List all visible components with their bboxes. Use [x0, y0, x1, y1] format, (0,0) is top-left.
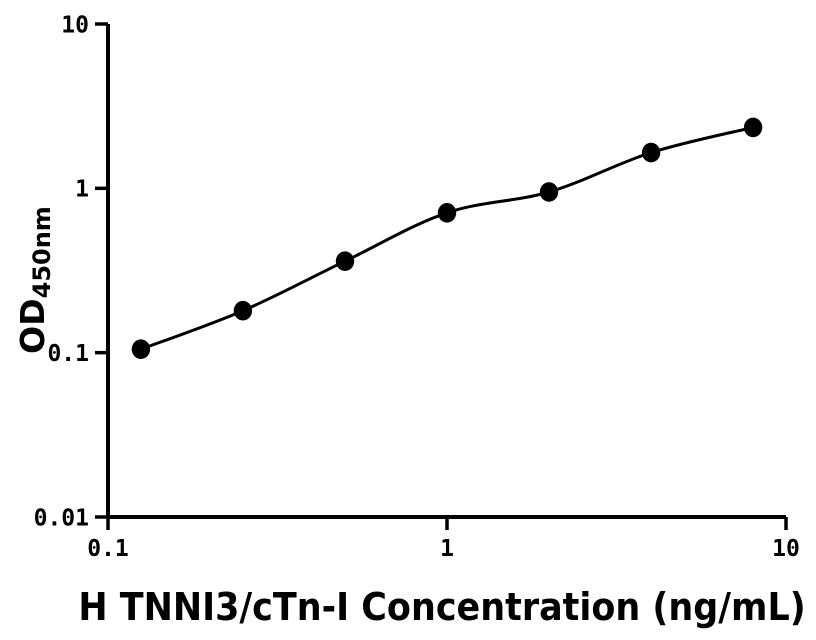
y-tick-label: 0.1 — [47, 341, 89, 367]
y-axis-title-main: OD — [13, 298, 52, 353]
y-axis-title-subscript: 450nm — [28, 206, 56, 298]
fit-curve — [140, 125, 754, 351]
x-axis-title: H TNNI3/cTn-I Concentration (ng/mL) — [78, 585, 805, 630]
data-point — [437, 203, 457, 223]
data-point — [233, 300, 253, 321]
data-point — [131, 339, 151, 360]
y-tick-label: 1 — [75, 177, 89, 203]
x-tick-label: 1 — [440, 536, 454, 562]
data-point — [539, 182, 559, 202]
x-tick-label: 0.1 — [87, 536, 129, 562]
y-tick-label: 0.01 — [34, 505, 89, 531]
plot-layer: 0.01 0.1 1 10 0.1 1 10 — [34, 12, 800, 562]
y-tick-label: 10 — [61, 12, 89, 38]
y-axis-title: OD450nm — [13, 206, 56, 354]
data-point — [641, 142, 661, 163]
data-point — [335, 251, 355, 271]
data-point — [743, 117, 763, 138]
x-tick-label: 10 — [772, 536, 800, 562]
